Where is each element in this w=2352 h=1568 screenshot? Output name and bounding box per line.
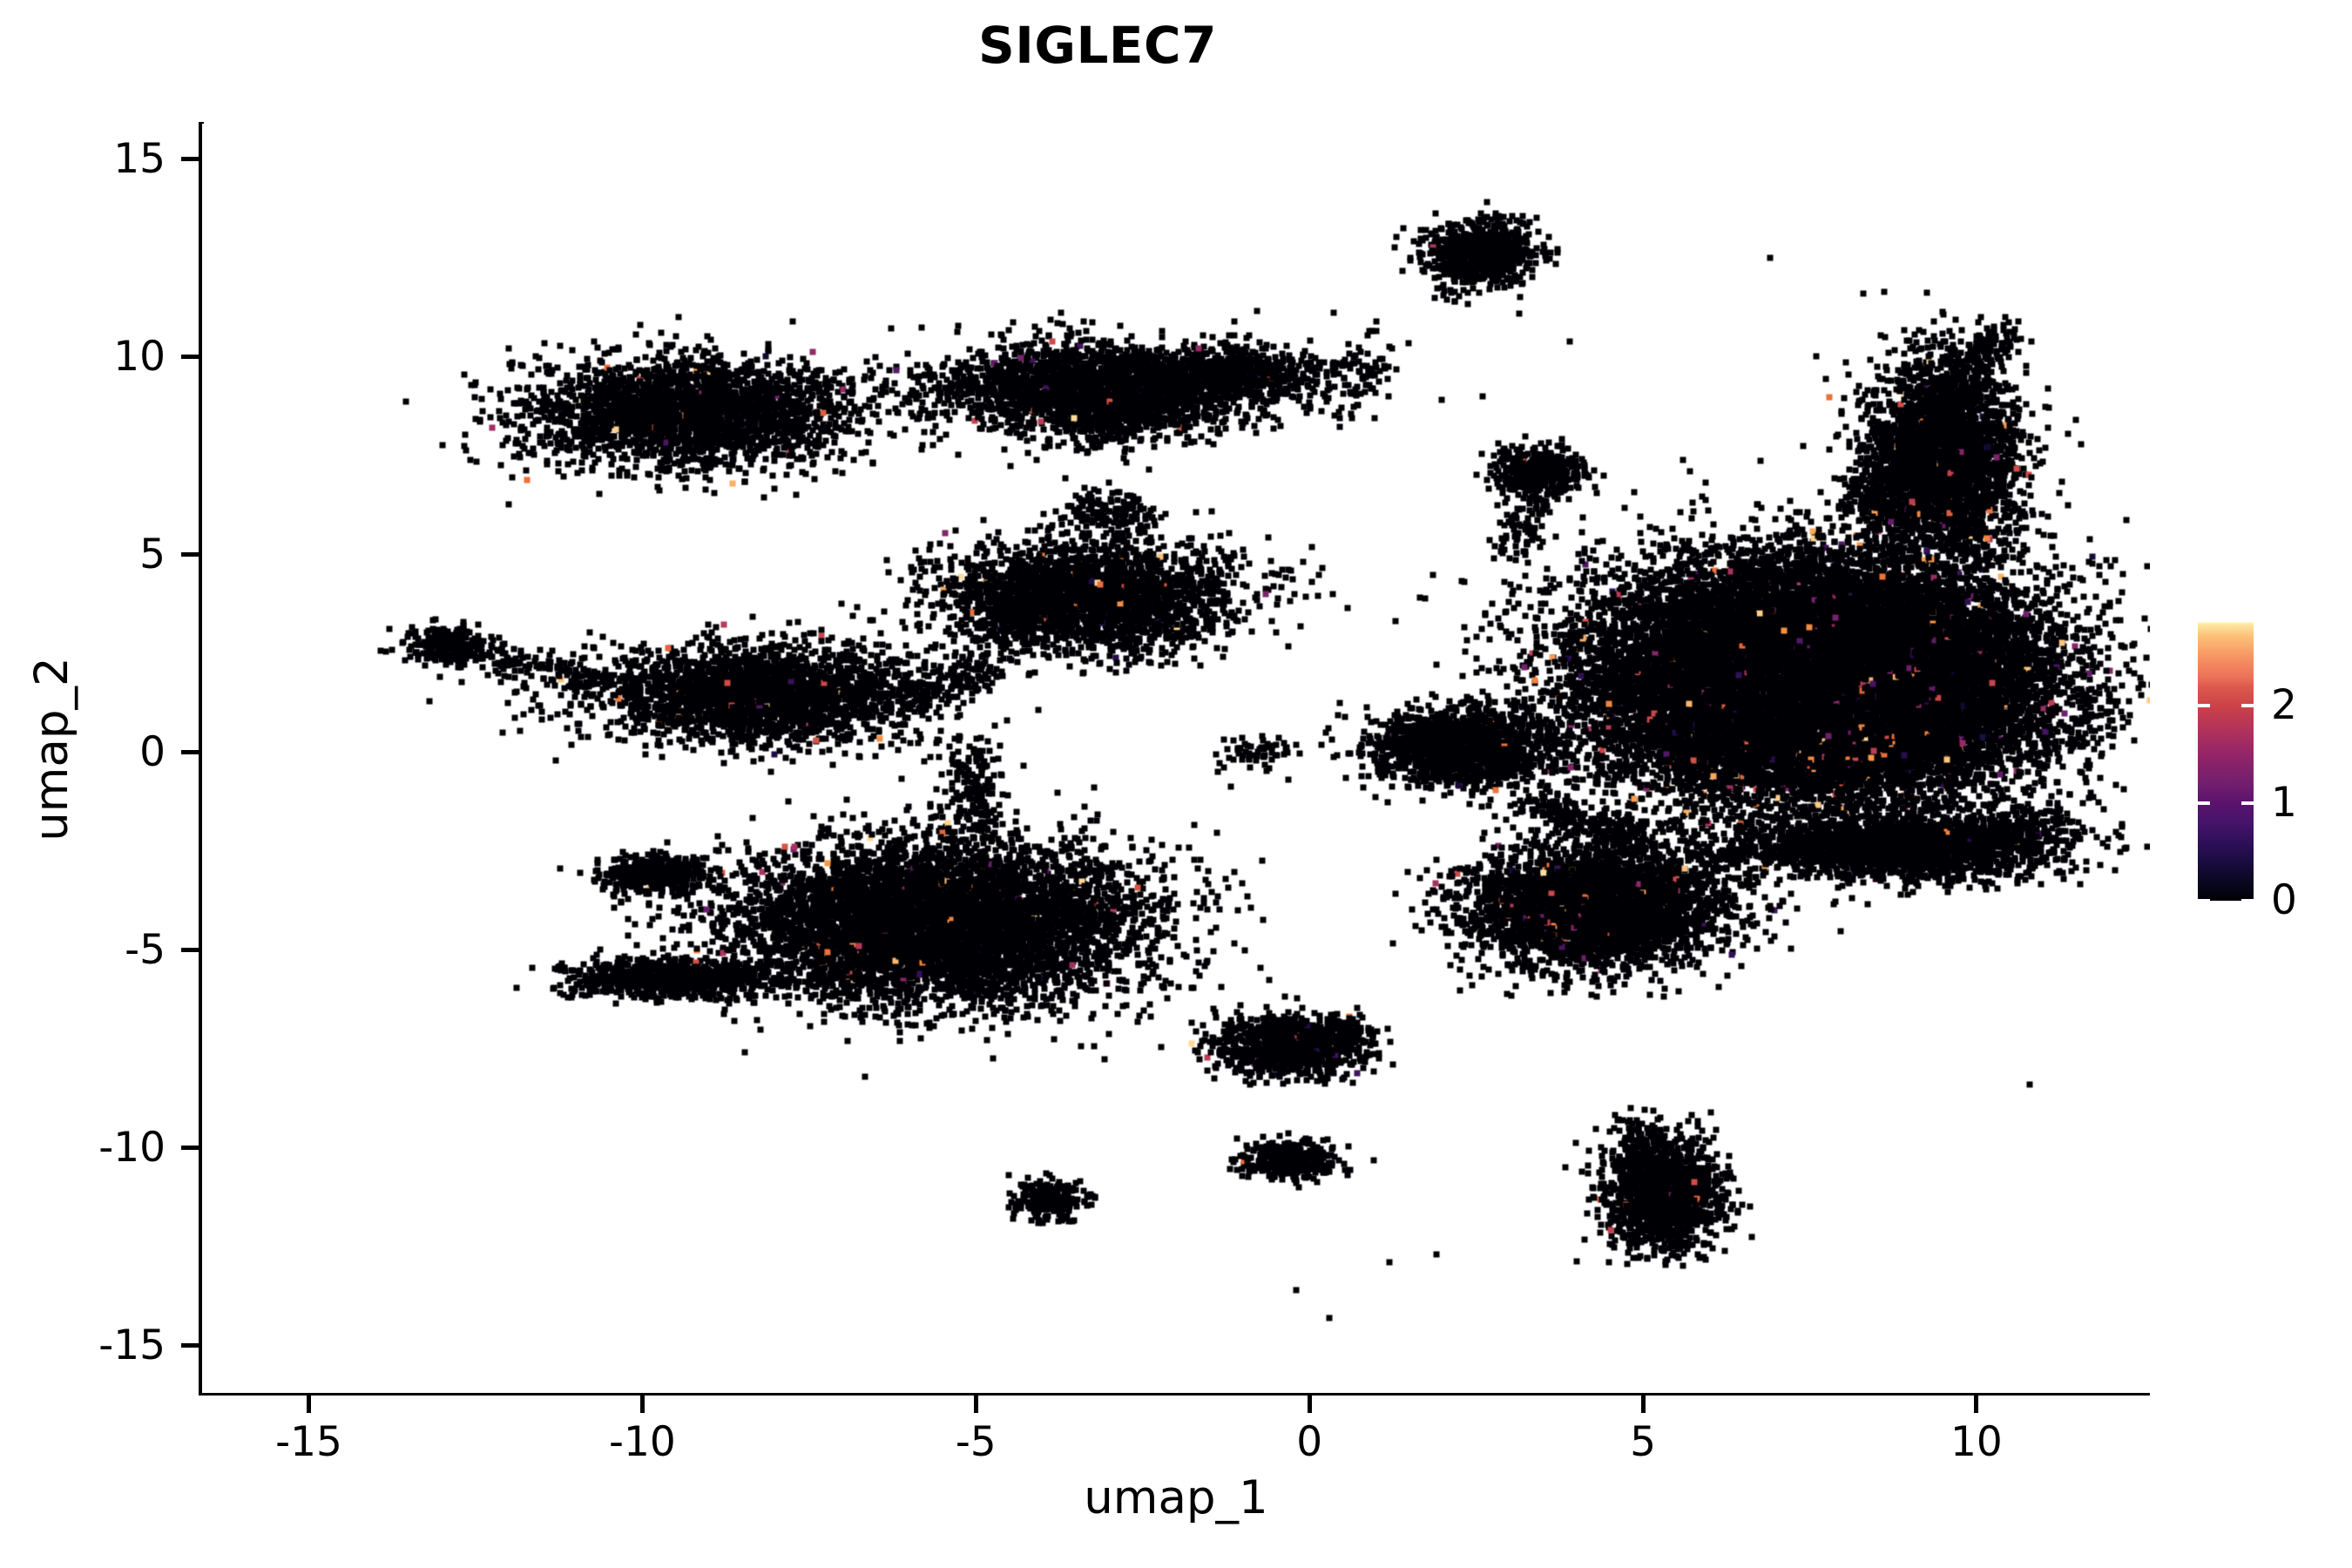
y-tick-label: -5 bbox=[125, 925, 166, 974]
x-tick-mark bbox=[639, 1396, 645, 1413]
colorbar-tick-mark bbox=[2198, 899, 2210, 902]
y-tick-label: -15 bbox=[98, 1321, 166, 1369]
y-tick-label: 10 bbox=[113, 332, 166, 381]
colorbar-tick-label: 0 bbox=[2271, 876, 2297, 924]
y-tick-mark bbox=[181, 750, 199, 755]
y-tick-mark bbox=[181, 552, 199, 558]
x-tick-label: -15 bbox=[275, 1418, 342, 1466]
y-tick-mark bbox=[181, 1146, 199, 1151]
plot-area bbox=[202, 124, 2150, 1393]
colorbar-gradient bbox=[2198, 622, 2254, 901]
x-axis-label: umap_1 bbox=[1084, 1471, 1268, 1524]
colorbar-tick-mark bbox=[2198, 801, 2210, 806]
y-tick-mark bbox=[181, 948, 199, 953]
colorbar-tick-label: 1 bbox=[2271, 779, 2297, 828]
x-tick-label: 5 bbox=[1630, 1418, 1656, 1466]
colorbar-tick-mark bbox=[2241, 801, 2254, 806]
y-tick-mark bbox=[181, 1343, 199, 1348]
y-tick-label: 15 bbox=[113, 134, 166, 183]
x-tick-label: 0 bbox=[1296, 1418, 1323, 1466]
x-tick-mark bbox=[1974, 1396, 1979, 1413]
y-tick-label: 5 bbox=[139, 530, 166, 578]
colorbar-tick-mark bbox=[2241, 704, 2254, 708]
colorbar-tick-mark bbox=[2241, 899, 2254, 902]
x-tick-mark bbox=[973, 1396, 978, 1413]
y-axis-label: umap_2 bbox=[25, 657, 78, 841]
x-tick-mark bbox=[1640, 1396, 1646, 1413]
y-tick-mark bbox=[181, 157, 199, 162]
colorbar-tick-label: 2 bbox=[2271, 681, 2297, 730]
y-axis-spine bbox=[199, 122, 204, 1396]
x-tick-label: 10 bbox=[1950, 1418, 2003, 1466]
x-axis-spine bbox=[199, 1390, 2150, 1396]
x-tick-mark bbox=[1307, 1396, 1312, 1413]
x-tick-mark bbox=[307, 1396, 312, 1413]
page-title: SIGLEC7 bbox=[978, 16, 1217, 75]
colorbar bbox=[2198, 622, 2254, 902]
scatter-canvas bbox=[202, 124, 2150, 1393]
y-tick-label: -10 bbox=[98, 1123, 166, 1172]
x-tick-label: -5 bbox=[955, 1418, 997, 1466]
y-tick-label: 0 bbox=[139, 727, 166, 776]
y-tick-mark bbox=[181, 355, 199, 360]
x-tick-label: -10 bbox=[609, 1418, 676, 1466]
colorbar-tick-mark bbox=[2198, 704, 2210, 708]
